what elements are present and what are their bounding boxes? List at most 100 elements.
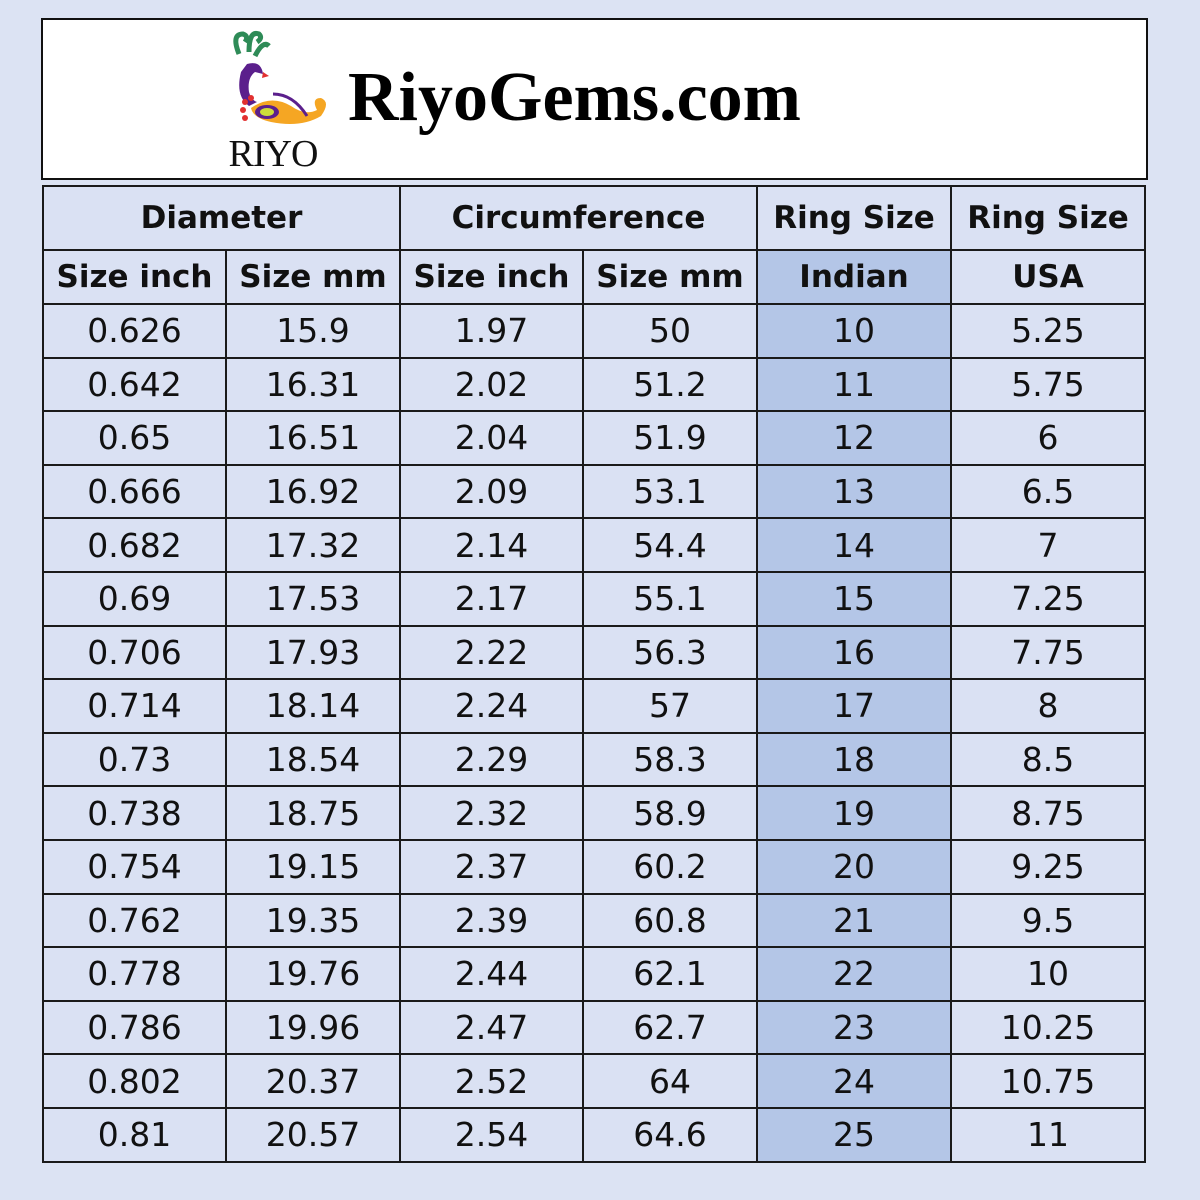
cell-circumference-inch: 2.17 (399, 570, 584, 627)
cell-diameter-inch: 0.754 (42, 838, 227, 895)
cell-usa-size: 8.5 (950, 731, 1146, 788)
cell-circumference-mm: 58.3 (582, 731, 758, 788)
cell-diameter-mm: 17.53 (225, 570, 401, 627)
cell-circumference-mm: 50 (582, 303, 758, 359)
table-row: 0.682 17.32 2.14 54.4 14 7 (42, 517, 1146, 573)
cell-indian-size: 18 (756, 731, 952, 788)
cell-diameter-inch: 0.786 (42, 999, 227, 1056)
cell-usa-size: 10.75 (950, 1053, 1146, 1109)
cell-diameter-mm: 19.35 (225, 892, 401, 949)
cell-diameter-inch: 0.778 (42, 946, 227, 1002)
cell-indian-size: 25 (756, 1106, 952, 1163)
cell-diameter-inch: 0.762 (42, 892, 227, 949)
header-circumference: Circumference (399, 185, 758, 251)
cell-diameter-inch: 0.73 (42, 731, 227, 788)
cell-usa-size: 7.75 (950, 624, 1146, 681)
cell-diameter-mm: 19.15 (225, 838, 401, 895)
cell-indian-size: 11 (756, 356, 952, 413)
cell-circumference-mm: 60.2 (582, 838, 758, 895)
cell-circumference-mm: 62.1 (582, 946, 758, 1002)
cell-circumference-mm: 64.6 (582, 1106, 758, 1163)
cell-diameter-mm: 18.14 (225, 678, 401, 734)
table-row: 0.73 18.54 2.29 58.3 18 8.5 (42, 731, 1146, 788)
header-circumference-inch: Size inch (399, 249, 584, 305)
cell-indian-size: 20 (756, 838, 952, 895)
cell-circumference-mm: 51.2 (582, 356, 758, 413)
cell-diameter-mm: 20.37 (225, 1053, 401, 1109)
cell-circumference-inch: 2.24 (399, 678, 584, 734)
cell-indian-size: 23 (756, 999, 952, 1056)
table-row: 0.666 16.92 2.09 53.1 13 6.5 (42, 463, 1146, 520)
header-ring-size-usa: Ring Size (950, 185, 1146, 251)
cell-diameter-inch: 0.706 (42, 624, 227, 681)
cell-circumference-mm: 57 (582, 678, 758, 734)
ring-size-table: Diameter Circumference Ring Size Ring Si… (42, 185, 1146, 1163)
brand-banner: RIYO RiyoGems.com (41, 18, 1148, 180)
site-name: RiyoGems.com (348, 59, 801, 136)
cell-diameter-inch: 0.69 (42, 570, 227, 627)
cell-diameter-inch: 0.626 (42, 303, 227, 359)
cell-diameter-inch: 0.666 (42, 463, 227, 520)
cell-indian-size: 16 (756, 624, 952, 681)
cell-diameter-inch: 0.642 (42, 356, 227, 413)
cell-usa-size: 10.25 (950, 999, 1146, 1056)
table-row: 0.69 17.53 2.17 55.1 15 7.25 (42, 570, 1146, 627)
header-diameter: Diameter (42, 185, 401, 251)
header-ring-size-indian: Ring Size (756, 185, 952, 251)
table-row: 0.81 20.57 2.54 64.6 25 11 (42, 1106, 1146, 1163)
cell-circumference-mm: 54.4 (582, 517, 758, 573)
cell-diameter-inch: 0.738 (42, 785, 227, 841)
table-row: 0.706 17.93 2.22 56.3 16 7.75 (42, 624, 1146, 681)
cell-diameter-inch: 0.714 (42, 678, 227, 734)
table-row: 0.714 18.14 2.24 57 17 8 (42, 678, 1146, 734)
cell-usa-size: 6 (950, 410, 1146, 466)
cell-circumference-mm: 51.9 (582, 410, 758, 466)
cell-circumference-inch: 2.47 (399, 999, 584, 1056)
cell-usa-size: 7 (950, 517, 1146, 573)
cell-circumference-mm: 60.8 (582, 892, 758, 949)
cell-usa-size: 6.5 (950, 463, 1146, 520)
cell-indian-size: 19 (756, 785, 952, 841)
cell-circumference-inch: 2.52 (399, 1053, 584, 1109)
cell-diameter-inch: 0.65 (42, 410, 227, 466)
cell-usa-size: 8 (950, 678, 1146, 734)
cell-circumference-inch: 2.14 (399, 517, 584, 573)
cell-usa-size: 5.25 (950, 303, 1146, 359)
cell-usa-size: 11 (950, 1106, 1146, 1163)
cell-circumference-inch: 2.29 (399, 731, 584, 788)
cell-circumference-inch: 2.44 (399, 946, 584, 1002)
riyo-logo: RIYO (217, 24, 329, 175)
cell-diameter-inch: 0.682 (42, 517, 227, 573)
cell-circumference-inch: 2.54 (399, 1106, 584, 1163)
cell-circumference-inch: 2.04 (399, 410, 584, 466)
table-row: 0.762 19.35 2.39 60.8 21 9.5 (42, 892, 1146, 949)
cell-diameter-mm: 15.9 (225, 303, 401, 359)
sub-header-row: Size inch Size mm Size inch Size mm Indi… (42, 249, 1146, 305)
table-row: 0.754 19.15 2.37 60.2 20 9.25 (42, 838, 1146, 895)
cell-circumference-mm: 62.7 (582, 999, 758, 1056)
cell-circumference-inch: 2.37 (399, 838, 584, 895)
header-usa: USA (950, 249, 1146, 305)
cell-indian-size: 21 (756, 892, 952, 949)
cell-diameter-mm: 17.32 (225, 517, 401, 573)
header-diameter-mm: Size mm (225, 249, 401, 305)
header-diameter-inch: Size inch (42, 249, 227, 305)
table-row: 0.65 16.51 2.04 51.9 12 6 (42, 410, 1146, 466)
cell-indian-size: 15 (756, 570, 952, 627)
logo-text: RIYO (228, 133, 319, 175)
cell-diameter-inch: 0.81 (42, 1106, 227, 1163)
cell-indian-size: 17 (756, 678, 952, 734)
cell-diameter-inch: 0.802 (42, 1053, 227, 1109)
cell-diameter-mm: 20.57 (225, 1106, 401, 1163)
table-row: 0.642 16.31 2.02 51.2 11 5.75 (42, 356, 1146, 413)
cell-circumference-inch: 2.39 (399, 892, 584, 949)
cell-indian-size: 12 (756, 410, 952, 466)
cell-indian-size: 22 (756, 946, 952, 1002)
cell-usa-size: 8.75 (950, 785, 1146, 841)
cell-circumference-inch: 2.09 (399, 463, 584, 520)
cell-diameter-mm: 16.92 (225, 463, 401, 520)
cell-circumference-mm: 53.1 (582, 463, 758, 520)
cell-diameter-mm: 16.31 (225, 356, 401, 413)
cell-diameter-mm: 17.93 (225, 624, 401, 681)
cell-usa-size: 10 (950, 946, 1146, 1002)
